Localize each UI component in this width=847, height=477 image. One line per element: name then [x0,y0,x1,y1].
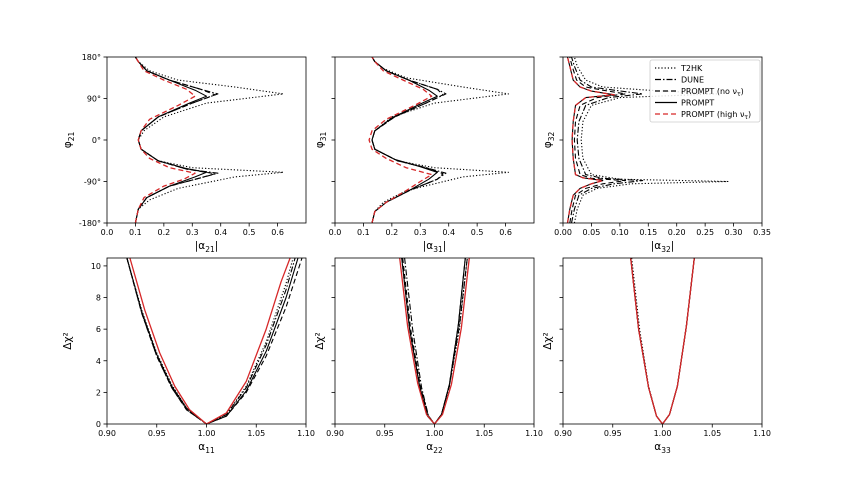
x-axis-label: |α32| [651,240,675,254]
series-prompt-line [134,57,208,223]
x-tick-label: 1.00 [426,429,444,438]
series-prompt-line [126,258,299,424]
panel-1: 0.0 0.1 0.2 0.3 0.4 0.5 0.6 -180° -90° 0° 90° 180° |… [62,53,307,254]
x-tick-label: 0.00 [554,228,572,237]
series-prompt-high-line [566,57,615,223]
series-dune-line [570,57,644,223]
y-tick-label: 10 [91,262,101,271]
x-tick-label: 0.35 [753,228,771,237]
axes-frame [334,56,535,224]
legend-entry-label: T2HK [680,64,703,73]
x-tick-label: 0.95 [148,429,166,438]
x-tick-label: 1.10 [297,429,315,438]
panel-2: 0.0 0.1 0.2 0.3 0.4 0.5 0.6 |α31| φ31 [314,56,535,254]
series-t2hk-line [573,57,729,223]
axes-frame [562,257,763,425]
series-prompt-line [371,57,438,223]
x-tick-label: 0.5 [243,228,256,237]
x-tick-label: 0.95 [604,429,622,438]
y-tick-label: -90° [84,178,101,187]
y-tick-label: 0 [96,420,101,429]
y-tick-label: 180° [82,53,101,62]
x-axis-label: |α31| [423,240,447,254]
y-axis-label: Δχ² [62,332,74,349]
x-tick-label: 1.00 [654,429,672,438]
series-prompt-no-line [569,57,627,223]
x-tick-label: 0.0 [101,228,114,237]
x-tick-label: 0.1 [129,228,142,237]
x-tick-label: 1.10 [753,429,771,438]
series-prompt-no-line [402,258,466,424]
series-dune-line [404,258,468,424]
series-prompt-high-line [630,258,695,424]
y-tick-label: -180° [79,219,101,228]
x-tick-label: 0.20 [668,228,686,237]
series-prompt-line [401,258,466,424]
series-t2hk-line [126,258,294,424]
x-axis-label: α22 [426,441,443,455]
x-tick-label: 1.05 [703,429,721,438]
series-prompt-high-line [134,57,196,223]
x-tick-label: 1.05 [475,429,493,438]
legend-entry-label: PROMPT (no ντ) [681,87,744,98]
series-t2hk-line [631,258,695,424]
y-tick-label: 6 [96,325,101,334]
x-tick-label: 0.0 [329,228,342,237]
y-tick-label: 90° [87,95,101,104]
legend: T2HK DUNE PROMPT (no ντ)PROMPT PROMPT (high… [649,59,761,123]
x-tick-label: 0.90 [554,429,572,438]
x-axis-label: |α21| [195,240,219,254]
x-tick-label: 0.25 [696,228,714,237]
x-tick-label: 0.3 [414,228,427,237]
panel-4: 0.90 0.95 1.00 1.05 1.10 0 2 4 6 8 10 α11 Δχ² [62,257,315,455]
x-tick-label: 0.30 [725,228,743,237]
x-tick-label: 0.6 [271,228,284,237]
x-tick-label: 0.90 [98,429,116,438]
panel-6: 0.90 0.95 1.00 1.05 1.10 α33 Δχ² [542,257,771,455]
y-tick-label: 2 [96,388,101,397]
y-axis-label: φ32 [542,132,556,149]
series-prompt-high-line [129,258,291,424]
x-tick-label: 0.1 [357,228,370,237]
x-tick-label: 0.4 [214,228,227,237]
series-t2hk-line [134,57,284,223]
x-tick-label: 1.00 [198,429,216,438]
x-tick-label: 0.95 [376,429,394,438]
x-tick-label: 0.15 [639,228,657,237]
x-tick-label: 0.6 [499,228,512,237]
x-axis-label: α11 [198,441,215,455]
x-tick-label: 0.2 [157,228,170,237]
series-prompt-high-line [368,57,433,223]
panel-3: 0.00 0.05 0.10 0.15 0.20 0.25 0.30 0.35 |α32| φ32 [542,56,771,254]
x-tick-label: 0.4 [442,228,455,237]
x-tick-label: 1.10 [525,429,543,438]
x-tick-label: 0.2 [385,228,398,237]
y-axis-label: φ21 [62,132,76,149]
series-prompt-no-line [126,258,303,424]
series-prompt-high-line [399,258,470,424]
x-tick-label: 0.10 [611,228,629,237]
legend-entry-label: PROMPT [681,99,714,108]
y-axis-label: Δχ² [314,332,326,349]
axes-frame [106,56,307,224]
y-axis-label: Δχ² [542,332,554,349]
legend-entry-label: DUNE [681,76,704,85]
x-tick-label: 0.90 [326,429,344,438]
legend-entry-label: PROMPT (high ντ) [681,110,751,121]
series-dune-line [371,57,447,223]
y-axis-label: φ31 [314,132,328,149]
x-axis-label: α33 [654,441,671,455]
y-tick-label: 4 [96,357,101,366]
x-tick-label: 0.5 [471,228,484,237]
y-tick-label: 0° [92,136,101,145]
x-tick-label: 0.05 [583,228,601,237]
panel-5: 0.90 0.95 1.00 1.05 1.10 α22 Δχ² [314,257,543,455]
x-tick-label: 1.05 [247,429,265,438]
axes-frame [334,257,535,425]
series-dune-line [126,258,296,424]
x-tick-label: 0.3 [186,228,199,237]
y-tick-label: 8 [96,294,101,303]
